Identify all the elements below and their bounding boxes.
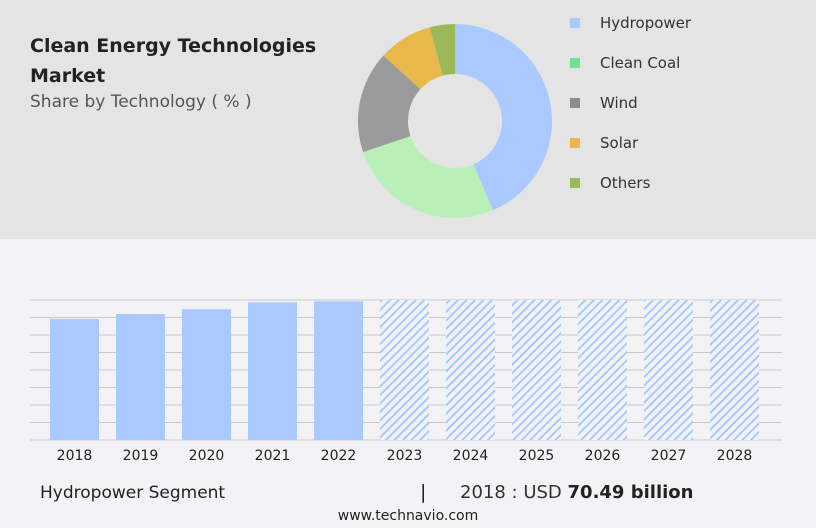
legend-item: Hydropower	[570, 14, 691, 32]
x-tick-label: 2018	[57, 448, 93, 464]
legend-swatch	[570, 18, 580, 28]
legend-label: Wind	[600, 94, 638, 112]
donut-slice-hydropower	[455, 24, 552, 211]
donut-chart	[358, 24, 552, 218]
segment-label: Hydropower Segment	[40, 483, 226, 503]
donut-slice-solar	[383, 27, 443, 90]
legend-item: Others	[570, 174, 650, 192]
x-tick-label: 2027	[651, 448, 687, 464]
donut-slice-clean-coal	[363, 136, 493, 218]
legend-swatch	[570, 58, 580, 68]
legend-item: Wind	[570, 94, 638, 112]
legend-label: Solar	[600, 134, 639, 152]
page-title: Clean Energy Technologies Market	[30, 35, 317, 87]
legend-item: Clean Coal	[570, 54, 680, 72]
bar-2018	[50, 319, 99, 440]
segment-value: 2018 : USD 70.49 billion	[460, 482, 693, 503]
value-amount: 70.49 billion	[567, 482, 694, 503]
legend-swatch	[570, 98, 580, 108]
donut-slice-wind	[358, 55, 421, 153]
source-url: www.technavio.com	[337, 508, 479, 524]
bar-2024	[446, 300, 495, 440]
x-tick-label: 2026	[585, 448, 621, 464]
x-tick-label: 2022	[321, 448, 357, 464]
x-tick-label: 2028	[717, 448, 753, 464]
bar-2026	[578, 300, 627, 440]
bar-2025	[512, 300, 561, 440]
donut-slice-others	[429, 24, 455, 76]
legend-item: Solar	[570, 134, 638, 152]
x-tick-label: 2021	[255, 448, 291, 464]
bar-2028	[710, 300, 759, 440]
legend-label: Clean Coal	[600, 54, 681, 72]
x-tick-label: 2024	[453, 448, 489, 464]
bar-2022	[314, 301, 363, 440]
value-prefix: 2018 : USD	[460, 482, 562, 503]
page-subtitle: Share by Technology ( % )	[30, 92, 252, 112]
bar-2023	[380, 300, 429, 440]
legend-swatch	[570, 178, 580, 188]
separator: |	[420, 481, 427, 503]
x-tick-label: 2025	[519, 448, 555, 464]
bar-2020	[182, 309, 231, 440]
bar-2027	[644, 300, 693, 440]
x-tick-label: 2020	[189, 448, 225, 464]
legend-label: Others	[600, 174, 651, 192]
x-tick-label: 2019	[123, 448, 159, 464]
legend-label: Hydropower	[600, 14, 692, 32]
bar-chart: 2018 2019 2020 2021 2022 2023 2024 2025 2026 2027…	[30, 299, 782, 464]
bar-2019	[116, 314, 165, 440]
x-tick-label: 2023	[387, 448, 423, 464]
bar-2021	[248, 302, 297, 440]
legend-swatch	[570, 138, 580, 148]
